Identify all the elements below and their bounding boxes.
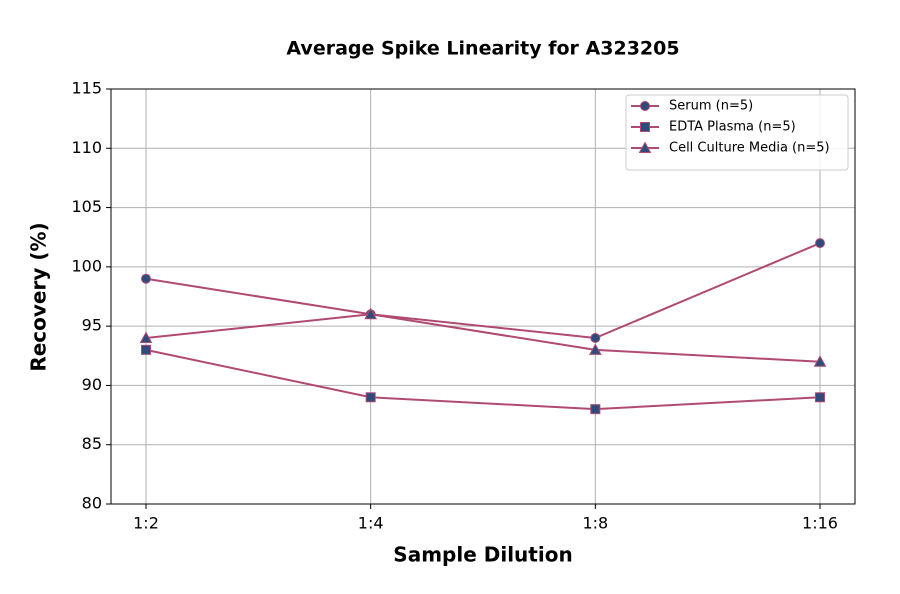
y-tick-label: 90 bbox=[82, 375, 102, 394]
legend-marker bbox=[638, 141, 652, 153]
marker bbox=[588, 343, 602, 355]
marker bbox=[365, 392, 376, 403]
legend-box bbox=[625, 94, 849, 171]
y-tick-label: 115 bbox=[71, 79, 102, 98]
x-tick-label: 1:4 bbox=[358, 514, 384, 533]
y-tick-label: 95 bbox=[82, 316, 102, 335]
x-tick-label: 1:16 bbox=[802, 514, 838, 533]
y-tick-label: 110 bbox=[71, 138, 102, 157]
marker bbox=[139, 331, 153, 343]
legend-marker bbox=[640, 101, 650, 111]
plot-frame bbox=[110, 88, 856, 505]
legend-marker bbox=[640, 122, 650, 132]
marker bbox=[590, 404, 601, 415]
marker bbox=[141, 344, 151, 355]
legend-label: Serum (n=5) bbox=[669, 99, 753, 114]
chart-title: Average Spike Linearity for A323205 bbox=[286, 38, 679, 60]
marker bbox=[813, 355, 827, 367]
marker bbox=[815, 392, 825, 403]
series-line bbox=[145, 348, 821, 411]
x-tick-label: 1:2 bbox=[133, 514, 159, 533]
y-tick-label: 105 bbox=[71, 197, 102, 216]
legend-label: Cell Culture Media (n=5) bbox=[669, 141, 830, 156]
series-line bbox=[145, 313, 821, 363]
marker bbox=[815, 238, 825, 249]
y-tick-label: 100 bbox=[71, 256, 102, 275]
y-tick-label: 85 bbox=[82, 434, 102, 453]
legend-label: EDTA Plasma (n=5) bbox=[669, 120, 796, 135]
marker bbox=[141, 273, 151, 284]
y-tick-label: 80 bbox=[82, 494, 102, 513]
x-tick-label: 1:8 bbox=[582, 514, 608, 533]
series-line bbox=[145, 242, 821, 340]
marker bbox=[590, 333, 601, 343]
marker bbox=[364, 307, 378, 320]
legend: Serum (n=5) EDTA Plasma (n=5) Cell Culture… bbox=[625, 94, 849, 171]
y-axis-label: Recovery (%) bbox=[27, 222, 51, 371]
x-axis-label: Sample Dilution bbox=[393, 543, 572, 567]
